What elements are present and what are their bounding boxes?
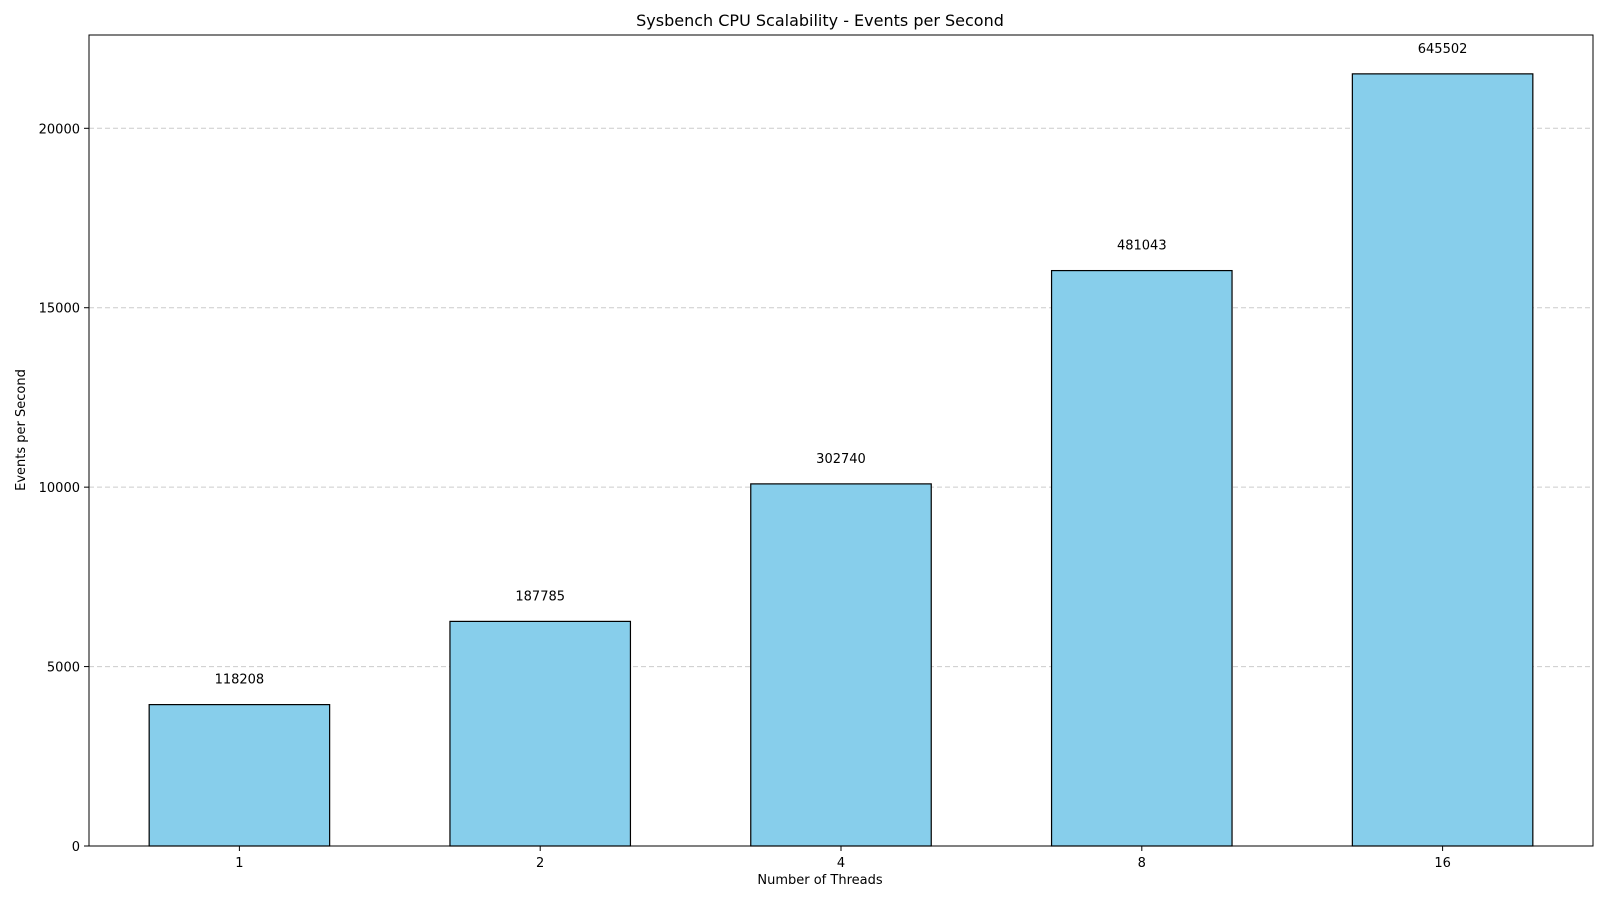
- y-tick-label: 5000: [47, 661, 80, 676]
- chart-title: Sysbench CPU Scalability - Events per Se…: [636, 11, 1004, 30]
- bar: [1351, 73, 1534, 847]
- x-axis-ticks: 1 2 4 8 16: [235, 846, 1451, 871]
- bar-data-label: 481043: [1117, 239, 1167, 254]
- y-tick-label: 0: [72, 840, 80, 855]
- bar: [449, 620, 632, 847]
- bar-data-label: 645502: [1418, 42, 1468, 57]
- x-tick-label: 1: [235, 856, 243, 871]
- x-tick-label: 2: [536, 856, 544, 871]
- bar-data-label: 118208: [215, 673, 265, 688]
- data-labels: 118208 187785 302740 481043 645502: [215, 42, 1468, 688]
- bar: [1050, 269, 1233, 847]
- x-axis-label: Number of Threads: [757, 873, 882, 888]
- x-tick-label: 4: [837, 856, 845, 871]
- bars: [148, 73, 1534, 847]
- y-axis-ticks: 0 5000 10000 15000 20000: [39, 122, 89, 855]
- x-tick-label: 8: [1138, 856, 1146, 871]
- bar-data-label: 302740: [816, 452, 866, 467]
- y-tick-label: 15000: [39, 302, 80, 317]
- bar-data-label: 187785: [515, 589, 565, 604]
- y-axis-label: Events per Second: [14, 369, 29, 491]
- bar: [148, 704, 331, 847]
- bar: [750, 483, 932, 847]
- y-tick-label: 10000: [39, 481, 80, 496]
- x-tick-label: 16: [1434, 856, 1451, 871]
- y-tick-label: 20000: [39, 122, 80, 137]
